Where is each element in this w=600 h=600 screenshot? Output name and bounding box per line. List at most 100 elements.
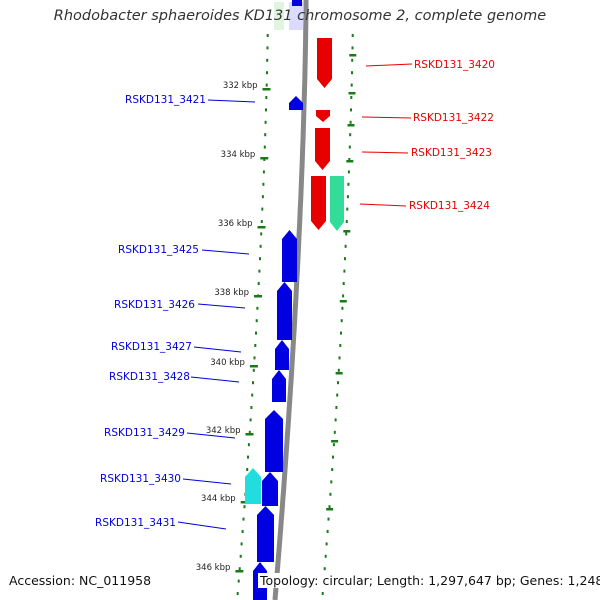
scale-tick [245,433,254,436]
guide-dot-left [247,443,250,447]
guide-dot-left [264,133,267,137]
guide-dot-right [351,46,354,50]
partial-rna-feature [274,2,284,30]
gene-leader-line [361,116,412,119]
scale-tick-label: 342 kbp [206,426,241,436]
gene-label: RSKD131_3420 [414,59,495,71]
guide-dot-left [248,430,251,434]
guide-dot-left [252,381,254,385]
guide-dot-right [342,294,345,298]
guide-dot-right [333,430,336,434]
gene-label: RSKD131_3427 [111,341,192,353]
plus-strand-gene [316,110,330,122]
scale-tick [257,226,266,229]
guide-dot-right [350,83,353,87]
minus-strand-gene [275,340,289,370]
gene-leader-line [361,151,409,154]
guide-dot-right [332,443,335,447]
guide-dot-right [326,530,329,533]
gene-label: RSKD131_3429 [104,427,185,439]
plus-strand-gene [311,176,326,230]
guide-dot-left [262,170,265,174]
gene-label: RSKD131_3431 [95,517,176,529]
guide-dot-right [346,195,349,199]
guide-dot-right [351,34,354,37]
guide-dot-right [341,306,344,310]
backbone-line [272,0,309,600]
gene-label: RSKD131_3424 [409,200,490,212]
plus-strand-gene [315,128,330,170]
scale-tick-label: 336 kbp [218,219,253,229]
gene-label: RSKD131_3423 [411,147,492,159]
scale-tick-label: 340 kbp [210,358,245,368]
guide-dot-right [347,182,350,186]
guide-dot-right [339,344,342,347]
guide-dot-left [246,468,249,471]
guide-dot-right [330,480,333,484]
guide-dot-left [257,282,260,285]
scale-tick-label: 344 kbp [201,494,236,504]
scale-tick [260,157,269,160]
minor-tick [326,508,334,511]
gene-leader-line [190,376,240,383]
guide-dot-left [265,83,268,87]
gene-label: RSKD131_3428 [109,371,190,383]
guide-dot-left [266,71,268,75]
gene-leader-line [365,63,413,67]
gene-leader-line [207,99,256,103]
minor-tick [343,230,351,233]
guide-dot-left [262,182,265,186]
guide-dot-left [261,207,264,211]
guide-dot-right [321,592,324,595]
minor-tick [346,160,354,163]
minus-strand-gene [289,96,303,110]
partial-gene-feature [292,0,302,6]
guide-dot-left [266,58,269,62]
gene-label: RSKD131_3430 [100,473,181,485]
minus-strand-gene [272,370,286,402]
guide-dot-right [348,145,351,149]
guide-dot-right [331,468,334,471]
guide-dot-left [259,257,261,261]
guide-dot-left [249,418,252,422]
guide-dot-right [340,331,342,335]
guide-dot-left [243,505,246,509]
gene-label: RSKD131_3426 [114,299,195,311]
guide-dot-left [238,567,241,571]
dotted-guides [236,34,354,595]
scale-tick-label: 338 kbp [214,288,249,298]
guide-dot-right [325,542,328,546]
scale-tick [249,365,258,368]
guide-dot-right [337,368,340,372]
guide-dot-left [260,220,263,223]
scale-tick [254,295,262,298]
guide-dot-left [236,592,239,595]
gene-leader-line [201,249,250,255]
gene-features [245,0,344,600]
scale-tick [262,88,271,91]
guide-dot-right [347,170,350,174]
guide-dot-right [340,319,343,323]
gene-leader-line [186,432,236,439]
guide-dot-left [239,554,242,558]
guide-dot-right [345,220,348,223]
guide-dot-left [247,455,249,459]
minor-tick [335,372,343,375]
guide-dot-right [323,567,326,571]
scale-tick [235,570,244,573]
guide-dot-right [344,244,347,248]
scale-tick [240,501,249,504]
guide-dot-right [342,282,345,285]
guide-dot-left [242,517,245,521]
guide-dot-right [344,257,346,261]
plus-strand-gene [330,176,344,231]
guide-dot-right [324,554,327,558]
genome-backbone [272,0,309,600]
guide-dot-left [259,244,262,248]
guide-dot-left [253,356,256,360]
guide-dot-right [329,492,332,496]
guide-dot-left [251,393,254,397]
gene-leader-line [193,346,242,353]
minor-tick [348,92,356,95]
